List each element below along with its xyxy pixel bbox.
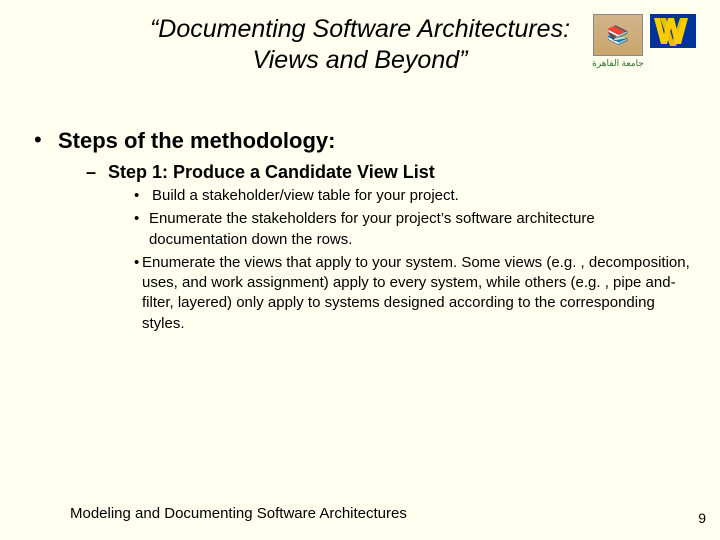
bullet-dot-icon: • <box>34 128 58 154</box>
lvl3-text-1: Enumerate the stakeholders for your proj… <box>149 209 692 250</box>
content: • Steps of the methodology: – Step 1: Pr… <box>28 128 692 334</box>
footer-text: Modeling and Documenting Software Archit… <box>70 505 407 522</box>
bullet-dot-icon: • <box>134 209 149 250</box>
dash-icon: – <box>86 162 108 183</box>
page-number: 9 <box>698 510 706 526</box>
bullet-level-3: • Build a stakeholder/view table for you… <box>134 186 692 206</box>
wv-logo-icon <box>650 14 696 53</box>
bullet-level-3: • Enumerate the views that apply to your… <box>134 253 692 334</box>
header: “Documenting Software Architectures: Vie… <box>28 14 692 98</box>
logo-area: 📚 جامعة القاهرة <box>588 14 696 86</box>
bullet-dot-icon: • <box>134 253 142 334</box>
lvl3-text-2: Enumerate the views that apply to your s… <box>142 253 692 334</box>
bullet-level-2: – Step 1: Produce a Candidate View List <box>86 162 692 183</box>
lvl2-text: Step 1: Produce a Candidate View List <box>108 162 435 183</box>
seal-caption: جامعة القاهرة <box>592 58 644 69</box>
bullet-dot-icon: • <box>134 186 152 206</box>
university-seal-icon: 📚 جامعة القاهرة <box>588 14 648 86</box>
bullet-level-3: • Enumerate the stakeholders for your pr… <box>134 209 692 250</box>
lvl3-text-0: Build a stakeholder/view table for your … <box>152 186 459 206</box>
seal-graphic: 📚 <box>593 14 643 56</box>
lvl1-text: Steps of the methodology: <box>58 128 335 154</box>
slide: “Documenting Software Architectures: Vie… <box>0 0 720 540</box>
bullet-level-1: • Steps of the methodology: <box>34 128 692 154</box>
